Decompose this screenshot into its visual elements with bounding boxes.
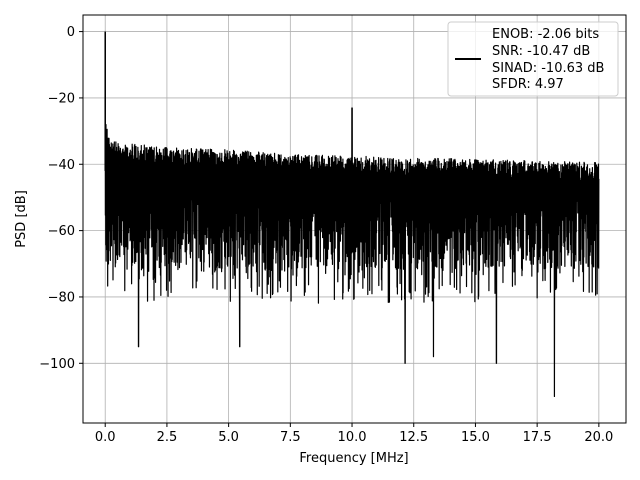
legend: ENOB: -2.06 bits SNR: -10.47 dB SINAD: -…: [447, 21, 619, 97]
y-tick-label: 0: [67, 25, 75, 40]
x-tick-label: 0.0: [95, 430, 116, 445]
x-tick-label: 2.5: [157, 430, 178, 445]
legend-line-2: SNR: -10.47 dB: [492, 44, 590, 59]
y-axis-label: PSD [dB]: [14, 190, 29, 248]
x-tick-label: 12.5: [399, 430, 428, 445]
y-tick-label: −100: [39, 357, 75, 372]
plot-area: [104, 31, 600, 398]
x-axis-label: Frequency [MHz]: [299, 451, 408, 466]
x-tick-label: 10.0: [338, 430, 367, 445]
legend-line-4: SFDR: 4.97: [492, 77, 564, 92]
tick-layer: 0.0 2.5 5.0 7.5 10.0 12.5 15.0 17.5 20.0 0 −20 −40 −…: [39, 25, 613, 445]
y-tick-label: −60: [48, 224, 75, 239]
x-tick-label: 17.5: [523, 430, 552, 445]
legend-box: [447, 21, 619, 97]
x-tick-label: 15.0: [461, 430, 490, 445]
legend-line-1: ENOB: -2.06 bits: [492, 27, 599, 42]
legend-line-3: SINAD: -10.63 dB: [492, 61, 604, 76]
axes-frame: [82, 14, 627, 424]
y-tick-label: −80: [48, 290, 75, 305]
y-tick-label: −40: [48, 158, 75, 173]
x-tick-label: 7.5: [280, 430, 301, 445]
x-tick-label: 20.0: [584, 430, 613, 445]
y-tick-label: −20: [48, 91, 75, 106]
x-tick-label: 5.0: [218, 430, 239, 445]
